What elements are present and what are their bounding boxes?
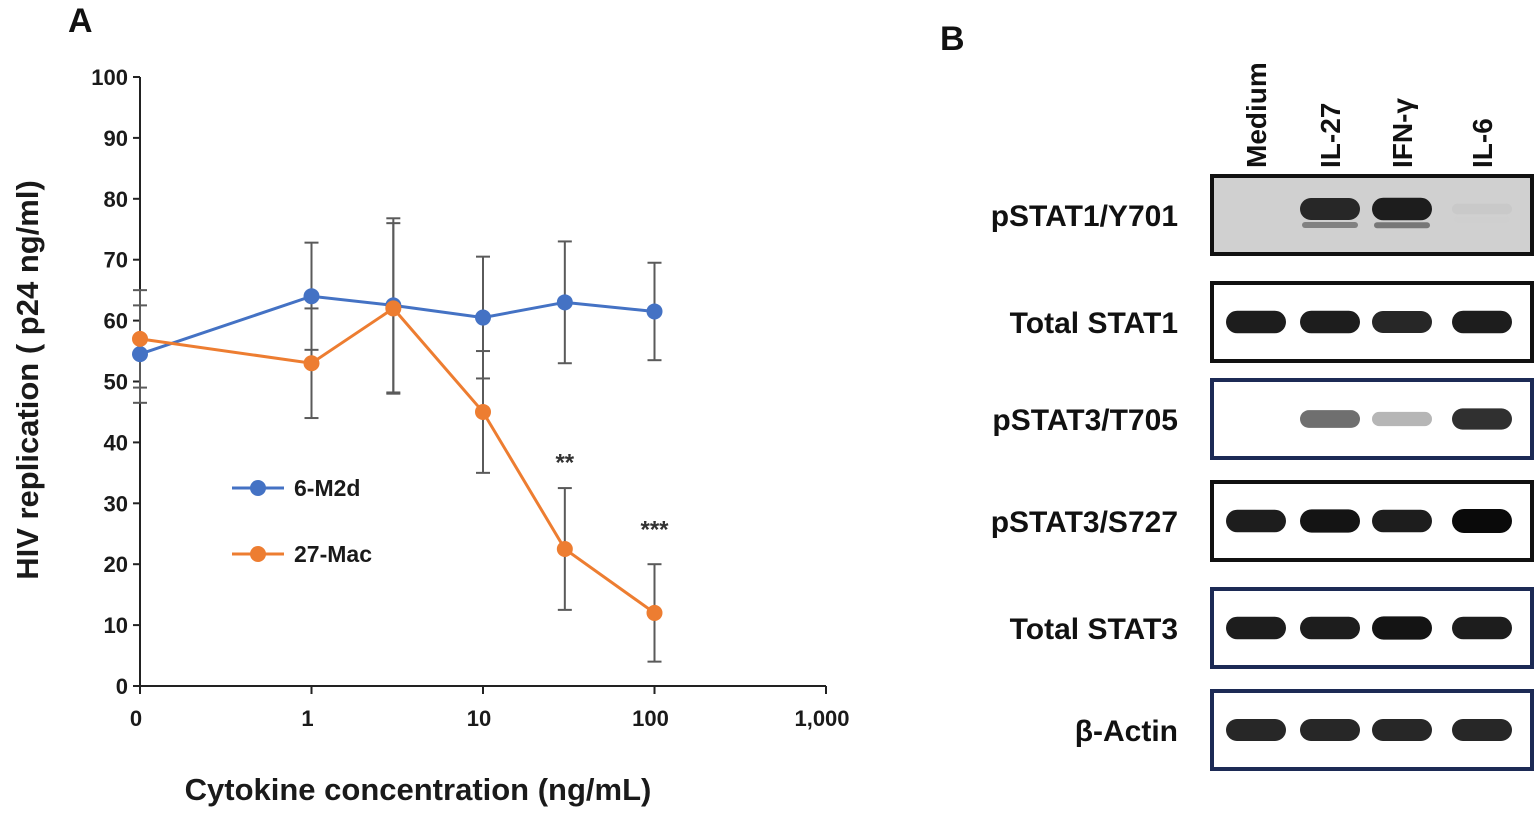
panel-a-letter: A bbox=[68, 2, 93, 40]
y-tick-label: 30 bbox=[104, 491, 128, 516]
data-point-6-m2d bbox=[646, 303, 663, 320]
blot-row-label: Total STAT3 bbox=[1010, 613, 1178, 646]
blot-band bbox=[1374, 222, 1430, 229]
data-point-27-mac bbox=[475, 403, 491, 420]
blot-band bbox=[1452, 408, 1512, 430]
blot-band bbox=[1226, 616, 1286, 640]
blot-panel bbox=[1210, 174, 1534, 256]
blot-band bbox=[1372, 719, 1432, 741]
blot-band bbox=[1452, 616, 1512, 640]
data-point-27-mac bbox=[303, 355, 320, 372]
lane-label: IL-6 bbox=[1467, 118, 1498, 168]
legend-marker bbox=[250, 480, 266, 496]
x-tick-label: 1 bbox=[301, 706, 313, 731]
lane-label: IL-27 bbox=[1315, 103, 1346, 168]
data-point-27-mac bbox=[132, 330, 148, 347]
blot-band bbox=[1372, 509, 1432, 533]
blot-band bbox=[1452, 719, 1512, 741]
blot-band bbox=[1452, 509, 1512, 533]
x-axis-title: Cytokine concentration (ng/mL) bbox=[185, 772, 652, 807]
blot-band bbox=[1226, 509, 1286, 533]
series-line-27-mac bbox=[139, 306, 656, 615]
y-tick-label: 40 bbox=[104, 430, 128, 455]
y-tick-label: 80 bbox=[104, 187, 128, 212]
data-point-6-m2d bbox=[303, 288, 320, 305]
blot-band bbox=[1372, 616, 1432, 640]
blot-band bbox=[1454, 216, 1510, 222]
blot-band bbox=[1300, 719, 1360, 741]
blot-row-label: pSTAT1/Y701 bbox=[991, 200, 1178, 233]
blot-band bbox=[1372, 411, 1432, 427]
significance-mark: ** bbox=[555, 450, 574, 477]
blot-row-label: pSTAT3/S727 bbox=[991, 506, 1178, 539]
data-point-27-mac bbox=[556, 540, 573, 557]
y-tick-label: 100 bbox=[91, 65, 128, 90]
y-tick-label: 10 bbox=[104, 613, 128, 638]
x-tick-label: 0 bbox=[130, 706, 142, 731]
data-point-27-mac bbox=[646, 604, 663, 621]
y-tick-label: 70 bbox=[104, 248, 128, 273]
blot-band bbox=[1300, 410, 1360, 428]
x-tick-label: 1,000 bbox=[794, 706, 849, 731]
y-tick-label: 20 bbox=[104, 552, 128, 577]
lane-label: Medium bbox=[1241, 62, 1272, 168]
blot-band bbox=[1372, 311, 1432, 333]
data-point-6-m2d bbox=[132, 346, 148, 363]
blot-band bbox=[1300, 616, 1360, 640]
x-tick-label: 10 bbox=[467, 706, 491, 731]
y-tick-label: 60 bbox=[104, 309, 128, 334]
lane-label: IFN-γ bbox=[1387, 98, 1418, 168]
x-tick-label: 100 bbox=[632, 706, 669, 731]
blot-row-label: β-Actin bbox=[1075, 715, 1178, 748]
blot-band bbox=[1300, 509, 1360, 533]
blot-row-label: Total STAT1 bbox=[1010, 307, 1178, 340]
blot-band bbox=[1226, 310, 1286, 334]
data-point-6-m2d bbox=[556, 294, 573, 311]
blot-band bbox=[1300, 310, 1360, 334]
data-point-6-m2d bbox=[475, 309, 491, 326]
blot-band bbox=[1226, 719, 1286, 741]
data-point-27-mac bbox=[385, 300, 402, 317]
legend-label: 6-M2d bbox=[294, 475, 360, 501]
significance-mark: *** bbox=[640, 517, 669, 544]
y-axis-title: HIV replication ( p24 ng/ml) bbox=[10, 180, 45, 580]
legend-label: 27-Mac bbox=[294, 541, 372, 567]
blot-band bbox=[1452, 203, 1512, 215]
y-tick-label: 0 bbox=[116, 674, 128, 699]
western-blot: Medium IL-27 IFN-γ IL-6 pSTAT1/Y701 Total STA… bbox=[991, 62, 1534, 771]
blot-band bbox=[1452, 310, 1512, 334]
blot-row-label: pSTAT3/T705 bbox=[992, 404, 1178, 437]
legend-marker bbox=[250, 546, 266, 562]
blot-band bbox=[1300, 198, 1360, 220]
y-tick-label: 90 bbox=[104, 126, 128, 151]
y-tick-label: 50 bbox=[104, 370, 128, 395]
blot-band bbox=[1372, 197, 1432, 221]
panel-b-letter: B bbox=[940, 20, 965, 58]
blot-band bbox=[1302, 221, 1358, 228]
series-line-6-m2d bbox=[139, 294, 655, 356]
